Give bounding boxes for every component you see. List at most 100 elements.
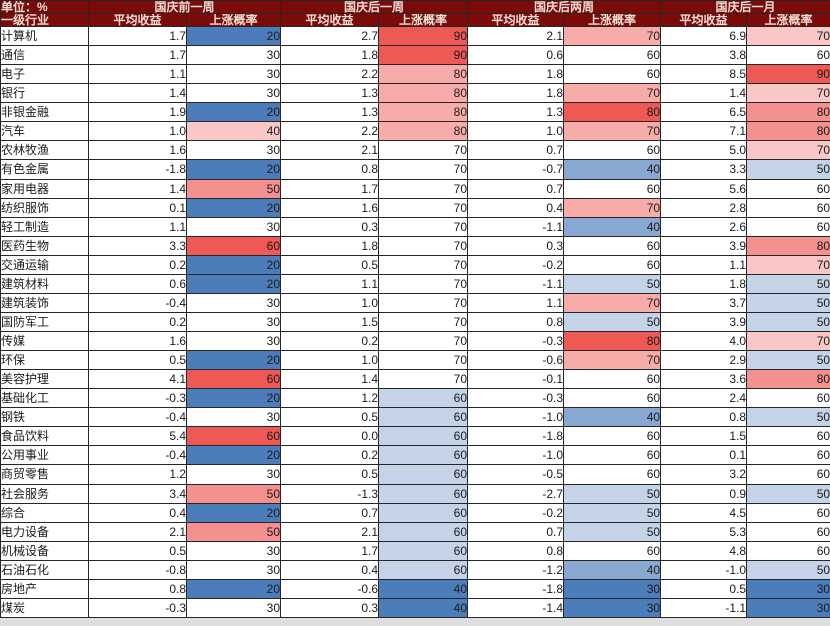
industry-cell: 机械设备: [0, 540, 89, 561]
avg-return-header: 平均收益: [467, 13, 565, 27]
avg-return-cell: -0.4: [88, 407, 187, 428]
win-rate-cell: 70: [378, 159, 469, 180]
avg-return-cell: -0.8: [88, 559, 187, 580]
table-row: 商贸零售 1.2 30 0.5 60 -0.5 60 3.2 60: [0, 464, 830, 485]
industry-cell: 通信: [0, 45, 89, 66]
avg-return-cell: 1.7: [88, 45, 187, 66]
avg-return-cell: -1.0: [660, 559, 748, 580]
avg-return-cell: 0.5: [88, 350, 187, 371]
avg-return-cell: 1.1: [88, 216, 187, 237]
table-row: 食品饮料 5.4 60 0.0 60 -1.8 60 1.5 60: [0, 426, 830, 447]
avg-return-cell: 5.3: [660, 521, 748, 542]
avg-return-cell: 0.8: [660, 407, 748, 428]
avg-return-cell: 0.8: [88, 578, 187, 599]
table-row: 计算机 1.7 20 2.7 90 2.1 70 6.9 70: [0, 25, 830, 47]
table-row: 煤炭 -0.3 30 0.3 40 -1.4 30 -1.1 30: [0, 597, 830, 619]
avg-return-cell: 1.2: [88, 464, 187, 485]
win-rate-cell: 30: [563, 578, 662, 599]
avg-return-cell: 1.7: [280, 178, 380, 199]
table-row: 机械设备 0.5 30 1.7 60 0.8 60 4.8 60: [0, 540, 830, 561]
avg-return-cell: -0.4: [88, 292, 187, 313]
avg-return-cell: 1.5: [280, 311, 380, 333]
industry-cell: 社会服务: [0, 483, 89, 504]
win-rate-cell: 80: [378, 83, 469, 104]
win-rate-cell: 70: [378, 140, 469, 161]
avg-return-cell: -0.3: [467, 330, 565, 352]
win-rate-cell: 40: [378, 578, 469, 599]
avg-return-cell: 0.7: [467, 521, 565, 542]
avg-return-cell: 1.3: [467, 102, 565, 123]
avg-return-cell: 1.7: [280, 540, 380, 561]
avg-return-cell: 0.5: [280, 407, 380, 428]
avg-return-cell: 1.1: [280, 273, 380, 294]
win-rate-cell: 70: [378, 350, 469, 371]
win-rate-cell: 70: [378, 273, 469, 294]
avg-return-cell: 0.3: [280, 216, 380, 237]
win-rate-cell: 60: [563, 388, 662, 409]
industry-cell: 汽车: [0, 121, 89, 142]
avg-return-cell: -0.1: [467, 369, 565, 390]
win-rate-cell: 30: [185, 330, 282, 352]
avg-return-cell: 7.1: [660, 121, 748, 142]
win-rate-cell: 40: [563, 559, 662, 580]
win-rate-cell: 60: [563, 369, 662, 390]
avg-return-cell: 0.4: [88, 502, 187, 523]
win-rate-cell: 60: [746, 216, 830, 237]
win-rate-cell: 70: [378, 311, 469, 333]
win-rate-cell: 20: [185, 254, 282, 275]
avg-return-cell: 2.1: [88, 521, 187, 542]
avg-return-cell: 4.8: [660, 540, 748, 561]
avg-return-cell: 1.8: [467, 64, 565, 85]
table-row: 房地产 0.8 20 -0.6 40 -1.8 30 0.5 30: [0, 578, 830, 599]
win-rate-cell: 60: [746, 521, 830, 542]
industry-cell: 商贸零售: [0, 464, 89, 485]
avg-return-cell: 5.0: [660, 140, 748, 161]
avg-return-cell: 0.6: [88, 273, 187, 294]
avg-return-cell: 2.9: [660, 350, 748, 371]
avg-return-cell: 1.1: [467, 292, 565, 313]
win-rate-cell: 30: [185, 292, 282, 313]
avg-return-cell: 0.5: [88, 540, 187, 561]
win-rate-cell: 50: [746, 159, 830, 180]
win-rate-cell: 70: [378, 330, 469, 352]
avg-return-cell: 0.2: [88, 311, 187, 333]
win-rate-cell: 50: [563, 521, 662, 542]
avg-return-cell: 2.2: [280, 121, 380, 142]
win-rate-cell: 50: [563, 311, 662, 333]
win-rate-cell: 60: [378, 426, 469, 447]
win-rate-cell: 70: [563, 292, 662, 313]
win-rate-cell: 30: [185, 311, 282, 333]
win-rate-cell: 60: [185, 369, 282, 390]
table-row: 有色金属 -1.8 20 0.8 70 -0.7 40 3.3 50: [0, 159, 830, 180]
industry-cell: 公用事业: [0, 445, 89, 466]
avg-return-cell: 1.3: [280, 83, 380, 104]
avg-return-cell: 8.5: [660, 64, 748, 85]
avg-return-header: 平均收益: [88, 13, 187, 27]
avg-return-cell: -1.1: [660, 597, 748, 619]
win-rate-cell: 60: [746, 197, 830, 218]
win-rate-cell: 50: [746, 273, 830, 294]
avg-return-cell: -0.6: [280, 578, 380, 599]
win-rate-cell: 70: [746, 83, 830, 104]
win-rate-cell: 60: [378, 521, 469, 542]
avg-return-cell: 1.9: [88, 102, 187, 123]
win-rate-cell: 80: [746, 102, 830, 123]
avg-return-cell: 2.1: [280, 140, 380, 161]
avg-return-cell: 0.5: [280, 254, 380, 275]
avg-return-cell: 1.0: [280, 292, 380, 313]
avg-return-cell: -0.3: [88, 597, 187, 619]
win-rate-cell: 70: [378, 369, 469, 390]
industry-cell: 轻工制造: [0, 216, 89, 237]
avg-return-cell: -1.2: [467, 559, 565, 580]
avg-return-cell: 2.1: [280, 521, 380, 542]
win-rate-cell: 70: [563, 197, 662, 218]
avg-return-cell: -0.2: [467, 502, 565, 523]
win-rate-cell: 70: [378, 254, 469, 275]
win-rate-cell: 70: [746, 254, 830, 275]
win-rate-cell: 30: [185, 597, 282, 619]
win-rate-cell: 80: [746, 235, 830, 256]
win-rate-cell: 70: [746, 25, 830, 47]
avg-return-cell: 3.3: [88, 235, 187, 256]
avg-return-cell: 1.0: [467, 121, 565, 142]
avg-return-cell: 2.6: [660, 216, 748, 237]
